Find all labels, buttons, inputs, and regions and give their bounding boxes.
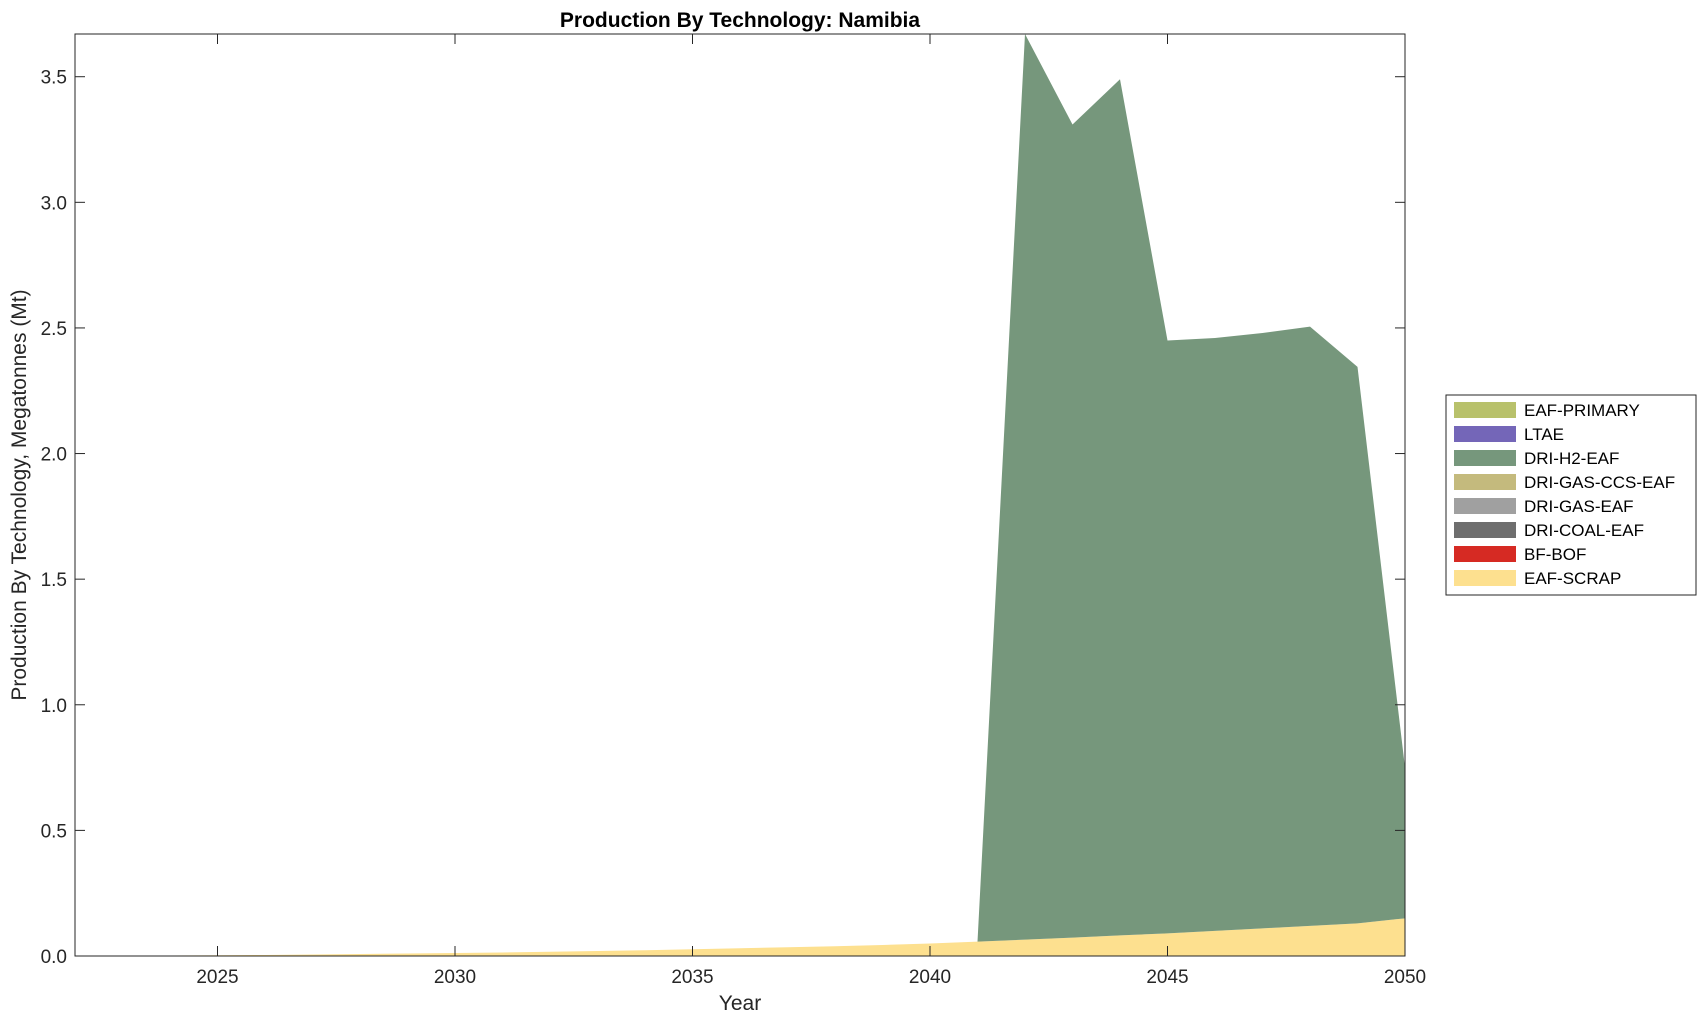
legend-swatch-dri-h2-eaf	[1454, 450, 1516, 466]
plot-frame	[74, 33, 1406, 957]
legend-label-dri-gas-ccs-eaf: DRI-GAS-CCS-EAF	[1524, 473, 1675, 492]
x-tick-label-2035: 2035	[671, 967, 713, 988]
y-tick-label-0.0: 0.0	[41, 947, 67, 968]
legend-swatch-eaf-primary	[1454, 402, 1516, 418]
legend-swatch-dri-gas-eaf	[1454, 498, 1516, 514]
legend-swatch-dri-coal-eaf	[1454, 522, 1516, 538]
legend-swatch-eaf-scrap	[1454, 570, 1516, 586]
legend-label-dri-h2-eaf: DRI-H2-EAF	[1524, 449, 1619, 468]
legend-label-eaf-primary: EAF-PRIMARY	[1524, 401, 1640, 420]
legend-label-ltae: LTAE	[1524, 425, 1564, 444]
legend-swatch-bf-bof	[1454, 546, 1516, 562]
y-axis-ticks: 0.0 0.5 1.0 1.5 2.0 2.5 3.0 3.5	[41, 68, 1405, 968]
area-layers	[75, 34, 1405, 956]
legend-label-eaf-scrap: EAF-SCRAP	[1524, 569, 1621, 588]
legend: EAF-PRIMARY LTAE DRI-H2-EAF DRI-GAS-CCS-EAF…	[1445, 394, 1697, 596]
x-tick-label-2025: 2025	[196, 967, 238, 988]
y-axis-label: Production By Technology, Megatonnes (Mt…	[8, 289, 31, 700]
y-tick-label-1.0: 1.0	[41, 696, 67, 717]
legend-label-dri-gas-eaf: DRI-GAS-EAF	[1524, 497, 1634, 516]
y-tick-label-1.5: 1.5	[41, 570, 67, 591]
y-tick-label-0.5: 0.5	[41, 821, 67, 842]
x-axis-ticks: 2025 2030 2035 2040 2045 2050	[196, 34, 1426, 988]
x-tick-label-2040: 2040	[909, 967, 951, 988]
legend-swatch-dri-gas-ccs-eaf	[1454, 474, 1516, 490]
y-tick-label-2.5: 2.5	[41, 319, 67, 340]
legend-label-dri-coal-eaf: DRI-COAL-EAF	[1524, 521, 1644, 540]
y-tick-label-3.5: 3.5	[41, 68, 67, 89]
legend-label-bf-bof: BF-BOF	[1524, 545, 1586, 564]
y-tick-label-3.0: 3.0	[41, 193, 67, 214]
legend-swatch-ltae	[1454, 426, 1516, 442]
y-tick-label-2.0: 2.0	[41, 445, 67, 466]
chart-title: Production By Technology: Namibia	[560, 9, 920, 32]
area-eaf-scrap	[75, 918, 1405, 956]
area-dri-h2-eaf	[75, 34, 1405, 956]
x-tick-label-2050: 2050	[1384, 967, 1426, 988]
x-tick-label-2030: 2030	[434, 967, 476, 988]
x-tick-label-2045: 2045	[1146, 967, 1188, 988]
legend-box	[1445, 394, 1697, 596]
x-axis-label: Year	[719, 992, 761, 1015]
